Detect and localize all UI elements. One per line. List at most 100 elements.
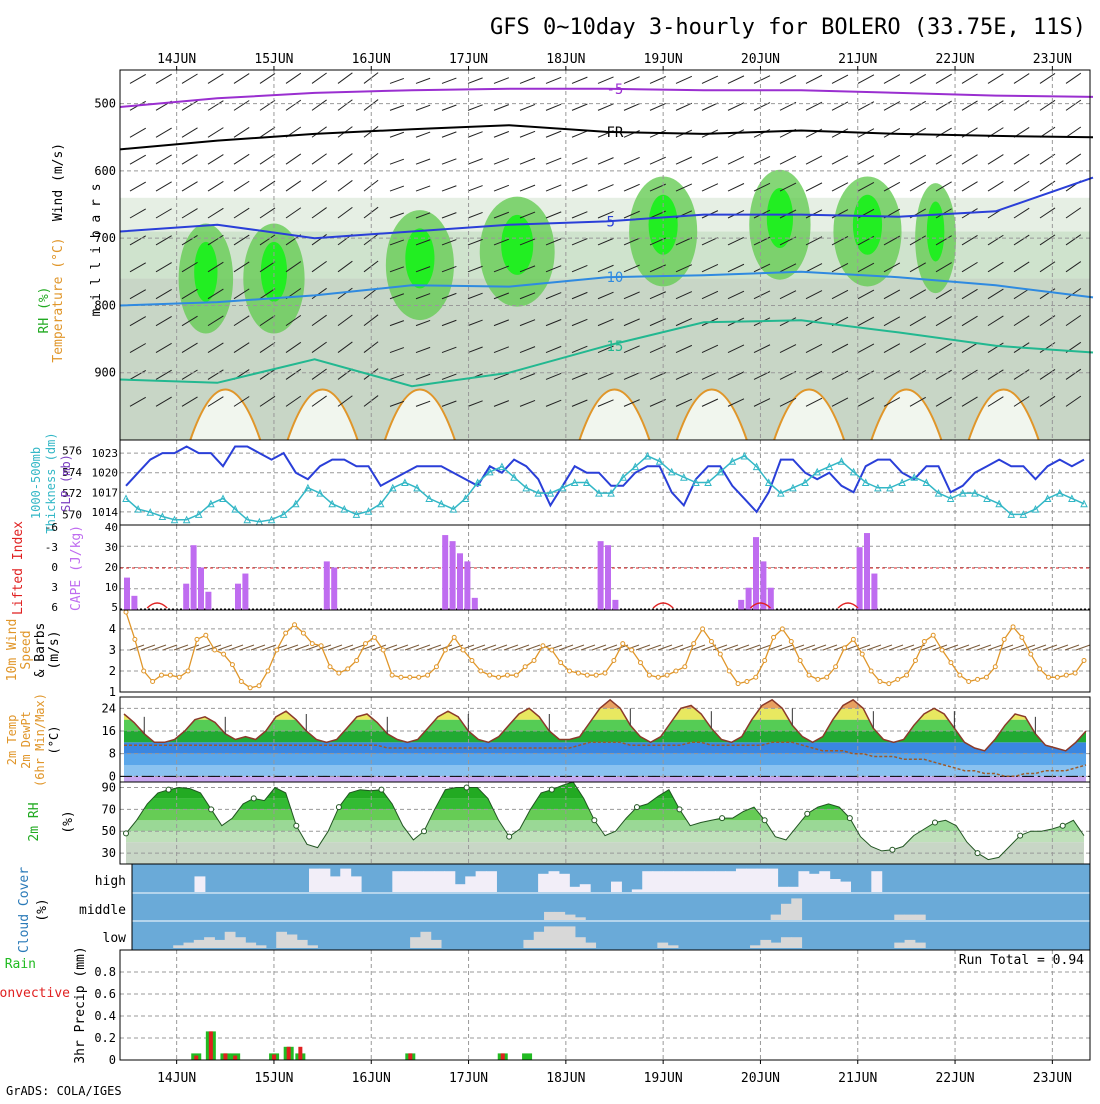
ylabel-wind10m: (m/s): [47, 630, 62, 669]
wind-barb: [909, 289, 927, 300]
wind-speed-point: [797, 657, 803, 663]
ylabel-rh: RH (%): [37, 287, 52, 334]
ylabel-temp2m: (6hr Min/Max): [33, 693, 47, 787]
wind-barb: [259, 368, 276, 380]
wind-barb: [467, 211, 483, 219]
wind-barb: [519, 130, 536, 138]
wind-speed-point: [788, 639, 794, 645]
wind-speed-point: [700, 626, 706, 632]
wind-barb-10m: [921, 644, 937, 651]
wind-barb: [1065, 207, 1082, 219]
wind-barb: [337, 287, 353, 300]
cape-tick-label: 30: [105, 541, 118, 554]
wind-barb: [467, 292, 483, 300]
wind-barb: [519, 265, 536, 273]
rh-90-area: [852, 194, 883, 255]
thickness-point: [449, 504, 458, 513]
rh-point: [208, 806, 215, 813]
cloud-layer-label: middle: [79, 903, 126, 918]
wind-barb: [935, 396, 952, 407]
wind-barb: [857, 343, 875, 353]
li-line: [652, 602, 674, 609]
wind-barb: [519, 77, 536, 84]
wind-barb: [129, 127, 147, 138]
rh-point: [293, 822, 300, 829]
wind-barb: [363, 341, 379, 353]
cloud-cover-low-bar: [410, 937, 421, 948]
wind-barb: [1039, 395, 1056, 407]
wind-barb: [675, 183, 693, 192]
wind-barb: [181, 261, 198, 273]
rh-band-2m: [126, 820, 1084, 832]
pressure-tick-label: 600: [94, 164, 116, 178]
wind-barb: [1065, 314, 1082, 327]
thickness-point: [1068, 494, 1076, 502]
wind-speed-point: [433, 664, 439, 670]
wind-barb-10m: [712, 644, 728, 651]
precip-conv-bar: [286, 1046, 291, 1060]
rh-tick-label: 70: [102, 802, 116, 816]
wind-barb: [727, 398, 745, 407]
cloud-cover-low-bar: [523, 939, 535, 948]
ylabel-slp: SLP (mb): [59, 454, 73, 512]
wind-barb-10m: [866, 644, 882, 651]
wind-barb-10m: [404, 644, 420, 651]
wind-barb: [259, 207, 276, 219]
day-label-bottom: 16JUN: [352, 1071, 391, 1086]
wind-barb: [961, 235, 978, 246]
wind-speed-point: [1028, 651, 1034, 657]
wind-barb: [831, 155, 849, 165]
wind-barb: [909, 235, 927, 246]
wind-barb: [727, 102, 745, 111]
wind-barb: [675, 344, 693, 354]
wind-barb: [987, 315, 1004, 327]
wind-barb: [883, 262, 901, 273]
wind-barb: [233, 207, 250, 219]
wind-barb: [233, 315, 250, 327]
precip-conv-bar: [272, 1054, 277, 1060]
wind-barb: [155, 208, 172, 219]
thickness-point: [267, 515, 276, 524]
wind-barb: [415, 266, 431, 273]
wind-barb: [493, 157, 510, 165]
wind-speed-point: [407, 674, 413, 680]
thickness-point: [752, 462, 761, 471]
wind-barb: [441, 292, 457, 300]
rh-band-2m: [126, 782, 1084, 799]
temp-band: [124, 699, 1086, 709]
wind-barb: [415, 212, 431, 219]
wind-barb-10m: [1064, 644, 1080, 651]
wind-speed-point: [824, 674, 830, 680]
wind-speed-point: [655, 674, 661, 680]
wind-speed-point: [859, 651, 865, 657]
ylabel-cloud: Cloud Cover: [17, 867, 32, 953]
wind-barb: [545, 372, 562, 380]
wind-barb: [727, 75, 745, 84]
cloud-cover-low-bar: [533, 931, 545, 948]
cloud-cover-high-bar: [631, 889, 643, 892]
wind-barb: [831, 236, 849, 246]
wind-barb: [909, 100, 927, 111]
wind-barb: [727, 263, 745, 273]
wind-barb: [441, 212, 457, 219]
cloud-cover-low-bar: [667, 945, 679, 948]
thickness-point: [498, 462, 506, 471]
thickness-point: [728, 457, 737, 465]
wind-barb: [467, 185, 483, 192]
wind-speed-point: [744, 678, 750, 684]
thickness-point: [219, 494, 227, 502]
wind-speed-point: [389, 672, 395, 678]
wind-barb: [675, 264, 693, 273]
thickness-point: [388, 483, 397, 492]
wind-barb: [181, 235, 198, 246]
wind-barb: [935, 100, 952, 111]
precip-tick-label: 0.6: [94, 987, 116, 1001]
footer-credit: GrADS: COLA/IGES: [6, 1084, 122, 1098]
cape-bar: [871, 573, 878, 610]
thickness-point: [328, 499, 336, 508]
thickness-point: [922, 478, 931, 486]
wind-barb-10m: [646, 644, 662, 651]
wind-speed-point: [141, 668, 147, 674]
wind-barb: [259, 153, 276, 165]
rh-point: [123, 830, 129, 837]
